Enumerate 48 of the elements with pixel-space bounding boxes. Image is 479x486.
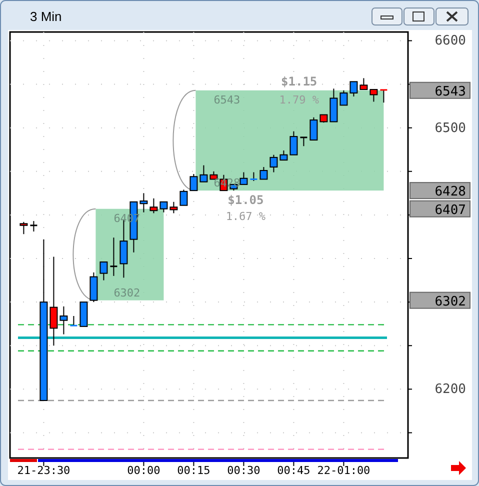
candlestick xyxy=(240,172,248,185)
candlestick xyxy=(160,201,168,213)
candlestick xyxy=(70,316,78,326)
candlestick xyxy=(290,130,298,156)
candlestick xyxy=(260,166,268,180)
candlestick xyxy=(180,189,188,206)
candlestick xyxy=(270,154,278,173)
text: 6543 xyxy=(434,84,466,100)
x-tick-label: 00:45 xyxy=(277,464,310,477)
candlestick xyxy=(310,116,318,141)
candlestick xyxy=(340,90,348,106)
x-tick-label: 21-23:30 xyxy=(17,464,70,477)
candlestick xyxy=(350,81,358,97)
candlestick xyxy=(50,256,58,346)
annotation: 6543 xyxy=(214,93,240,106)
text: 6302 xyxy=(434,294,466,310)
candlestick xyxy=(30,220,38,232)
candlestick xyxy=(150,198,158,214)
annotation: 6302 xyxy=(114,286,140,300)
candlestick xyxy=(140,192,148,213)
y-tick-label: 6200 xyxy=(434,382,466,398)
candlestick xyxy=(360,78,368,90)
x-tick-label: 00:30 xyxy=(227,464,260,477)
annotation: 1.67 % xyxy=(226,210,266,223)
annotation: $1.15 xyxy=(281,74,318,88)
candlestick xyxy=(300,136,308,147)
candlestick xyxy=(190,174,198,192)
candlestick xyxy=(90,272,98,303)
candlestick xyxy=(200,164,208,182)
x-tick-label: 00:00 xyxy=(127,464,160,477)
text: 6407 xyxy=(434,202,466,218)
candlestick xyxy=(20,221,28,235)
candlestick xyxy=(110,237,118,276)
candlestick xyxy=(380,88,388,104)
y-tick-label: 6500 xyxy=(434,120,466,136)
candlestick xyxy=(330,88,338,122)
x-tick-label: 22-01:00 xyxy=(317,464,370,477)
annotation: 1.79 % xyxy=(279,93,320,106)
candlestick xyxy=(100,261,108,281)
y-tick-label: 6600 xyxy=(434,34,466,49)
candlestick xyxy=(170,201,178,214)
candlestick xyxy=(60,306,68,335)
x-tick-label: 00:15 xyxy=(177,464,210,477)
chart-title: 3 Min xyxy=(30,9,62,24)
text: 6428 xyxy=(434,184,466,200)
annotation: $1.05 xyxy=(228,192,264,207)
candlestick xyxy=(370,88,378,102)
candlestick xyxy=(280,150,288,161)
